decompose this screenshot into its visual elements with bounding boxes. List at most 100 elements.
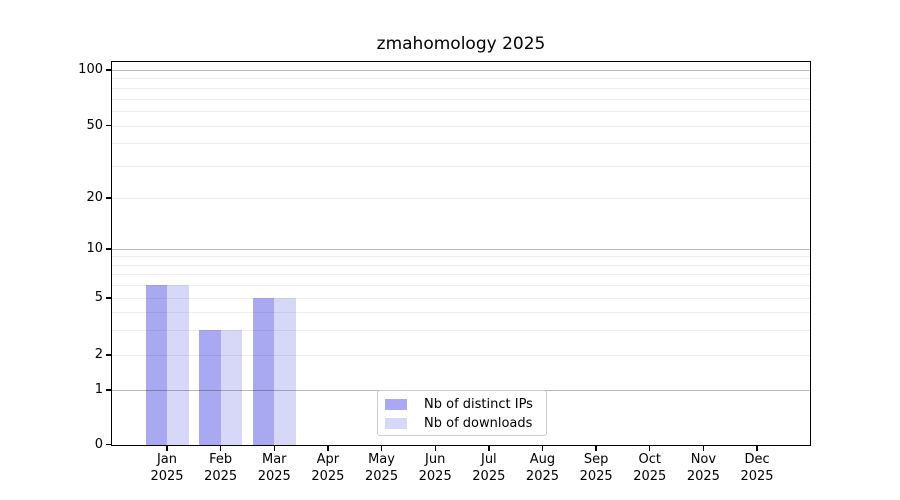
y-tick-label-1: 1 (94, 382, 103, 397)
gridline-minor-9 (112, 256, 810, 258)
gridline-minor-80 (112, 87, 810, 89)
x-tick-year: 2025 (204, 468, 238, 484)
x-tick-mark (756, 446, 758, 451)
y-tick-label-20: 20 (86, 190, 103, 205)
x-tick-mark (434, 446, 436, 451)
x-tick-year: 2025 (472, 468, 506, 484)
x-tick-year: 2025 (150, 468, 184, 484)
y-tick-mark (106, 124, 112, 127)
legend-swatch-distinct-ips-icon (385, 399, 407, 410)
x-tick-label-dec: Dec 2025 (725, 452, 789, 485)
x-tick-month: Sep (583, 452, 609, 467)
gridline-minor-90 (112, 78, 810, 80)
y-tick-mark (106, 197, 112, 199)
gridline-minor-3 (112, 329, 810, 331)
gridline-minor-5 (112, 298, 810, 299)
x-tick-month: Nov (690, 452, 717, 467)
x-tick-mark (702, 446, 705, 451)
plot-area (111, 61, 811, 446)
x-tick-mark (219, 446, 222, 451)
legend-label-downloads: Nb of downloads (424, 416, 533, 431)
x-tick-month: Jun (425, 452, 446, 467)
x-tick-month: Jan (156, 452, 178, 467)
x-tick-year: 2025 (311, 468, 345, 484)
x-tick-year: 2025 (633, 468, 667, 484)
x-tick-mark (541, 446, 544, 451)
legend-label-distinct-ips: Nb of distinct IPs (424, 397, 533, 412)
y-tick-label-100: 100 (78, 62, 103, 77)
bars-layer (112, 62, 810, 445)
x-tick-month: Jul (480, 452, 497, 467)
y-tick-label-50: 50 (86, 117, 103, 133)
x-tick-year: 2025 (418, 468, 452, 484)
gridline-minor-60 (112, 110, 810, 112)
legend-item-downloads: Nb of downloads (385, 414, 546, 433)
x-tick-label-jun: Jun 2025 (403, 452, 467, 485)
y-tick-mark (106, 354, 112, 356)
y-tick-label-2: 2 (94, 347, 103, 362)
x-tick-month: Feb (209, 452, 233, 467)
gridline-minor-30 (112, 165, 810, 167)
gridline-minor-50 (112, 125, 810, 127)
x-tick-month: Apr (316, 452, 340, 467)
x-tick-label-jan: Jan 2025 (135, 452, 199, 485)
legend-item-distinct-ips: Nb of distinct IPs (385, 395, 546, 414)
gridline-minor-4 (112, 311, 810, 313)
x-tick-year: 2025 (579, 468, 613, 484)
x-tick-month: Mar (262, 452, 287, 467)
gridline-major-100 (112, 70, 810, 71)
legend: Nb of distinct IPs Nb of downloads (377, 390, 547, 436)
y-tick-mark (106, 297, 112, 299)
y-tick-label-0: 0 (94, 436, 103, 452)
x-tick-label-nov: Nov 2025 (671, 452, 735, 485)
x-tick-month: May (368, 452, 395, 467)
x-tick-mark (595, 446, 597, 451)
bar-jan-series0 (145, 285, 167, 445)
x-tick-mark (166, 446, 168, 451)
y-tick-mark (106, 443, 112, 446)
x-tick-label-mar: Mar 2025 (242, 452, 306, 485)
gridline-minor-8 (112, 264, 810, 266)
x-tick-label-aug: Aug 2025 (510, 452, 574, 485)
y-tick-label-10: 10 (86, 241, 103, 256)
x-tick-month: Aug (529, 452, 556, 467)
gridline-minor-40 (112, 143, 810, 145)
x-tick-month: Dec (744, 452, 770, 467)
gridline-minor-7 (112, 274, 810, 276)
y-tick-mark (106, 69, 112, 71)
legend-swatch-downloads-icon (385, 418, 407, 429)
x-tick-year: 2025 (686, 468, 720, 484)
x-tick-mark (273, 446, 275, 451)
x-tick-label-feb: Feb 2025 (189, 452, 253, 485)
gridline-minor-2 (112, 355, 810, 356)
bar-jan-series1 (167, 285, 189, 445)
y-tick-mark (106, 248, 112, 250)
y-tick-label-5: 5 (94, 290, 103, 305)
x-tick-year: 2025 (740, 468, 774, 484)
x-tick-year: 2025 (257, 468, 291, 484)
x-tick-label-oct: Oct 2025 (618, 452, 682, 485)
x-tick-year: 2025 (525, 468, 560, 484)
x-tick-month: Oct (638, 452, 661, 467)
x-tick-label-may: May 2025 (350, 452, 414, 485)
chart-title: zmahomology 2025 (376, 34, 546, 54)
x-tick-label-sep: Sep 2025 (564, 452, 628, 485)
x-tick-mark (380, 446, 383, 451)
gridline-major-10 (112, 249, 810, 250)
gridline-minor-70 (112, 98, 810, 100)
x-tick-label-apr: Apr 2025 (296, 452, 360, 485)
y-tick-mark (106, 389, 112, 391)
bar-mar-series0 (252, 298, 275, 445)
gridline-minor-6 (112, 285, 810, 287)
x-tick-mark (327, 446, 329, 451)
bar-mar-series1 (274, 298, 296, 445)
bar-feb-series1 (220, 329, 243, 445)
x-tick-mark (488, 446, 490, 451)
gridline-minor-20 (112, 198, 810, 199)
x-tick-label-jul: Jul 2025 (457, 452, 521, 485)
x-tick-mark (649, 446, 651, 451)
bar-feb-series0 (199, 329, 221, 445)
